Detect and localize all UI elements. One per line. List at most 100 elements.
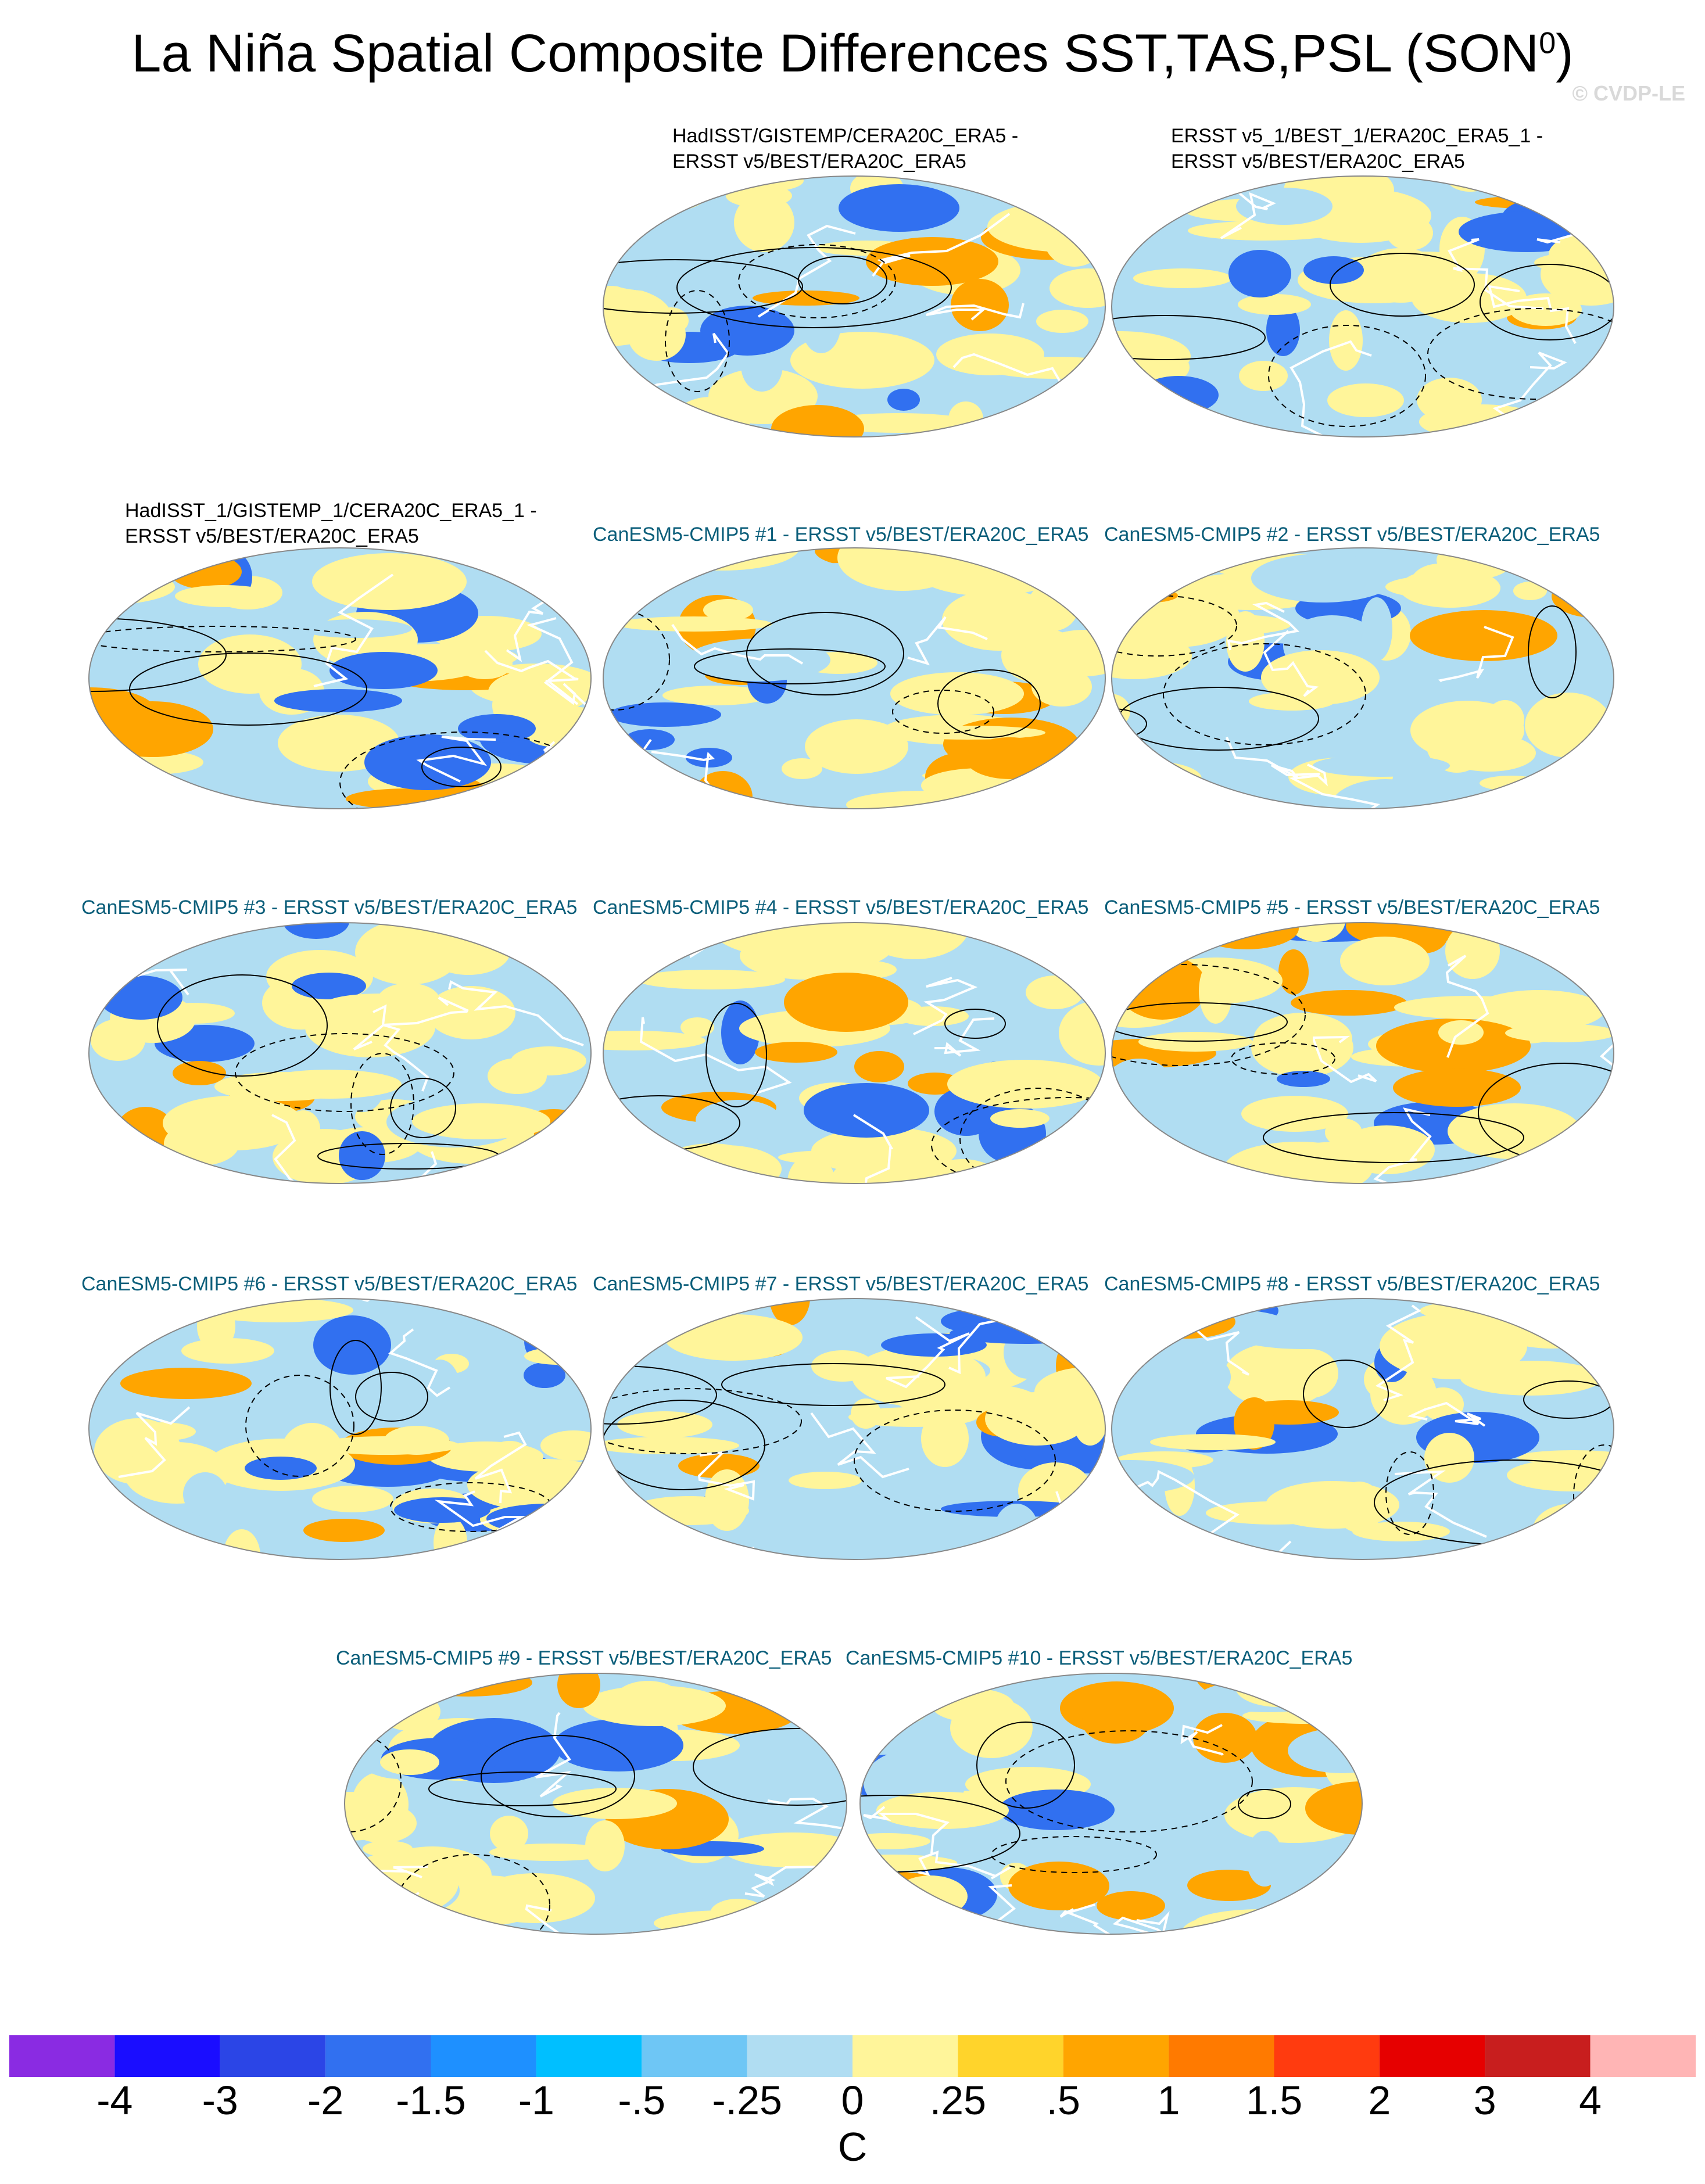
anomaly-patch — [1513, 582, 1547, 600]
psl-contour — [1238, 1789, 1291, 1819]
coastline — [934, 1017, 995, 1057]
anomaly-patch — [1448, 1103, 1581, 1159]
psl-contour — [854, 1410, 1056, 1512]
colorbar-segment — [1590, 2035, 1696, 2077]
anomaly-patch — [860, 1902, 934, 1934]
robinson-map — [88, 547, 592, 809]
anomaly-patch — [1199, 1680, 1337, 1712]
anomaly-patch — [89, 1299, 147, 1343]
anomaly-patch — [312, 1486, 393, 1512]
colorbar-segment — [431, 2035, 536, 2077]
anomaly-patch — [175, 585, 274, 607]
coastline — [1438, 626, 1514, 683]
colorbar-segment — [1485, 2035, 1591, 2077]
colorbar-tick-label: -4 — [96, 2078, 133, 2123]
robinson-map — [859, 1673, 1363, 1935]
robinson-map — [88, 922, 592, 1184]
anomaly-patch — [897, 1006, 969, 1026]
colorbar-segment — [747, 2035, 853, 2077]
anomaly-patch — [137, 923, 227, 936]
psl-contour — [603, 1400, 765, 1490]
anomaly-patch — [475, 1873, 595, 1923]
coastline — [1407, 1401, 1486, 1427]
anomaly-patch — [274, 689, 402, 712]
colorbar-tick-label: .25 — [929, 2078, 987, 2123]
psl-contour — [603, 259, 803, 314]
anomaly-patch — [1112, 1312, 1175, 1343]
robinson-map — [603, 1298, 1106, 1560]
coastline — [744, 1866, 815, 1898]
panel-title: CanESM5-CMIP5 #3 - ERSST v5/BEST/ERA20C_… — [81, 895, 577, 920]
colorbar-tick-label: -1.5 — [396, 2078, 466, 2123]
anomaly-patch — [1112, 1460, 1194, 1494]
robinson-map — [1111, 175, 1614, 437]
anomaly-patch — [355, 923, 461, 985]
robinson-map — [1111, 1298, 1614, 1560]
coastline — [917, 1851, 1012, 1880]
psl-contour — [676, 247, 952, 328]
panel-title: CanESM5-CMIP5 #4 - ERSST v5/BEST/ERA20C_… — [593, 895, 1088, 920]
anomaly-patch — [1050, 176, 1105, 210]
colorbar-segment — [1169, 2035, 1274, 2077]
panel-title: CanESM5-CMIP5 #8 - ERSST v5/BEST/ERA20C_… — [1104, 1271, 1600, 1297]
robinson-map — [603, 547, 1106, 809]
anomaly-patch — [1251, 554, 1395, 603]
colorbar-segment — [852, 2035, 958, 2077]
anomaly-patch — [1054, 782, 1083, 809]
panel-title: CanESM5-CMIP5 #9 - ERSST v5/BEST/ERA20C_… — [336, 1645, 832, 1671]
colorbar-tick-label: -1 — [518, 2078, 554, 2123]
anomaly-patch — [1133, 268, 1232, 288]
map-outline — [859, 1673, 1363, 1935]
coastline — [535, 1712, 572, 1798]
anomaly-patch — [615, 1681, 681, 1717]
colorbar-segment — [325, 2035, 431, 2077]
anomaly-patch — [1138, 1032, 1252, 1052]
anomaly-patch — [1112, 1100, 1130, 1126]
psl-contour — [1528, 605, 1577, 698]
coastline — [1492, 352, 1567, 431]
anomaly-patch — [585, 1820, 625, 1871]
coastline — [1112, 1911, 1184, 1934]
anomaly-patch — [703, 599, 753, 621]
psl-contour — [1268, 325, 1426, 427]
anomaly-patch — [854, 1051, 904, 1082]
anomaly-patch — [1327, 383, 1404, 417]
anomaly-patch — [1361, 597, 1392, 661]
anomaly-patch — [1329, 310, 1363, 371]
panel-title-line: ERSST v5/BEST/ERA20C_ERA5 — [672, 150, 966, 173]
anomaly-patch — [91, 1019, 145, 1061]
anomaly-patch — [130, 1422, 196, 1441]
colorbar-segment — [1379, 2035, 1485, 2077]
coastline — [390, 1151, 438, 1184]
panel-title-line: CanESM5-CMIP5 #6 - ERSST v5/BEST/ERA20C_… — [81, 1273, 578, 1295]
anomaly-patch — [170, 554, 242, 589]
anomaly-patch — [346, 1851, 459, 1916]
anomaly-patch — [1330, 779, 1441, 809]
psl-contour — [1263, 1112, 1524, 1163]
anomaly-patch — [372, 1681, 422, 1715]
anomaly-patch — [1008, 1862, 1109, 1910]
anomaly-patch — [997, 414, 1105, 436]
coastline — [1448, 238, 1544, 310]
anomaly-patch — [603, 1437, 739, 1454]
anomaly-patch — [603, 286, 671, 346]
coastline — [118, 1406, 191, 1478]
anomaly-patch — [860, 1888, 915, 1934]
anomaly-patch — [1313, 755, 1450, 777]
anomaly-patch — [493, 1441, 526, 1458]
anomaly-patch — [493, 548, 555, 583]
anomaly-patch — [1525, 693, 1612, 758]
anomaly-patch — [1206, 1501, 1344, 1525]
anomaly-patch — [965, 737, 1055, 779]
anomaly-patch — [345, 1906, 463, 1934]
coastline — [926, 303, 1025, 321]
anomaly-patch — [603, 1299, 684, 1337]
anomaly-patch — [837, 548, 968, 591]
anomaly-patch — [1150, 1434, 1276, 1450]
psl-contour — [245, 1375, 354, 1477]
anomaly-patch — [1196, 1360, 1231, 1394]
panel-title-line: CanESM5-CMIP5 #1 - ERSST v5/BEST/ERA20C_… — [593, 523, 1089, 546]
anomaly-patch — [839, 184, 959, 232]
anomaly-patch — [603, 1031, 705, 1050]
colorbar-tick-label: 2 — [1368, 2078, 1391, 2123]
